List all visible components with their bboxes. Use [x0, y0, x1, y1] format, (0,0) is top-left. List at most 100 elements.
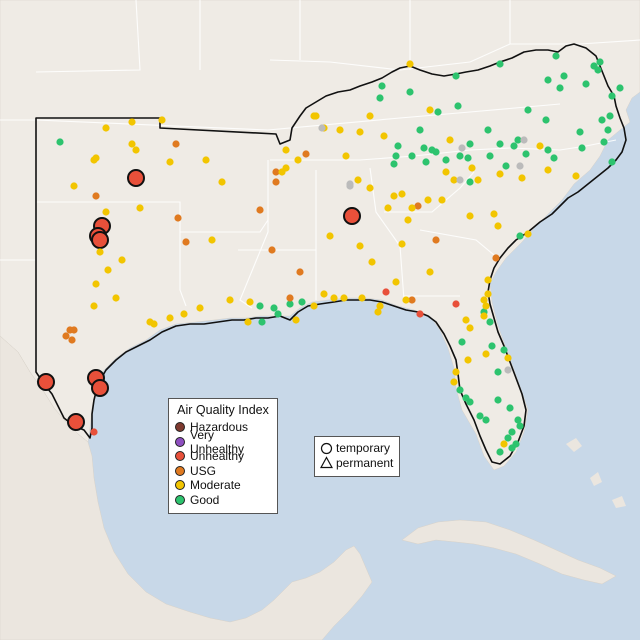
monitor-marker[interactable] [454, 102, 462, 110]
monitor-marker[interactable] [542, 116, 550, 124]
monitor-marker[interactable] [174, 214, 182, 222]
monitor-marker[interactable] [208, 236, 216, 244]
monitor-marker[interactable] [112, 294, 120, 302]
monitor-marker[interactable] [416, 310, 424, 318]
monitor-marker[interactable] [516, 232, 524, 240]
monitor-marker[interactable] [256, 206, 264, 214]
monitor-marker[interactable] [616, 84, 624, 92]
monitor-marker[interactable] [496, 448, 504, 456]
monitor-marker[interactable] [342, 152, 350, 160]
monitor-marker[interactable] [90, 428, 98, 436]
monitor-marker[interactable] [508, 444, 516, 452]
monitor-marker-large[interactable] [91, 379, 109, 397]
monitor-marker[interactable] [90, 302, 98, 310]
monitor-marker[interactable] [452, 72, 460, 80]
monitor-marker[interactable] [166, 314, 174, 322]
monitor-marker[interactable] [468, 164, 476, 172]
monitor-marker[interactable] [504, 354, 512, 362]
monitor-marker[interactable] [464, 356, 472, 364]
monitor-marker-large[interactable] [343, 207, 361, 225]
monitor-marker[interactable] [102, 124, 110, 132]
monitor-marker-large[interactable] [37, 373, 55, 391]
monitor-marker[interactable] [270, 304, 278, 312]
monitor-marker[interactable] [128, 140, 136, 148]
monitor-marker[interactable] [118, 256, 126, 264]
monitor-marker[interactable] [378, 82, 386, 90]
monitor-marker[interactable] [218, 178, 226, 186]
monitor-marker[interactable] [398, 190, 406, 198]
monitor-marker[interactable] [582, 80, 590, 88]
monitor-marker[interactable] [384, 204, 392, 212]
monitor-marker[interactable] [544, 76, 552, 84]
monitor-marker[interactable] [550, 154, 558, 162]
monitor-marker[interactable] [150, 320, 158, 328]
monitor-marker[interactable] [490, 210, 498, 218]
monitor-marker[interactable] [302, 150, 310, 158]
monitor-marker[interactable] [516, 422, 524, 430]
monitor-marker[interactable] [426, 268, 434, 276]
monitor-marker[interactable] [294, 156, 302, 164]
monitor-marker[interactable] [572, 172, 580, 180]
monitor-marker[interactable] [508, 428, 516, 436]
monitor-marker[interactable] [398, 240, 406, 248]
monitor-marker[interactable] [496, 60, 504, 68]
monitor-marker[interactable] [62, 332, 70, 340]
monitor-marker[interactable] [358, 294, 366, 302]
monitor-marker[interactable] [608, 158, 616, 166]
monitor-marker[interactable] [356, 242, 364, 250]
monitor-marker[interactable] [524, 106, 532, 114]
monitor-marker[interactable] [484, 276, 492, 284]
monitor-marker[interactable] [390, 192, 398, 200]
monitor-marker[interactable] [578, 144, 586, 152]
monitor-marker[interactable] [406, 88, 414, 96]
monitor-marker[interactable] [340, 294, 348, 302]
monitor-marker[interactable] [180, 310, 188, 318]
monitor-marker[interactable] [366, 112, 374, 120]
monitor-marker[interactable] [484, 290, 492, 298]
monitor-marker[interactable] [56, 138, 64, 146]
monitor-marker[interactable] [70, 182, 78, 190]
monitor-marker[interactable] [482, 416, 490, 424]
monitor-marker[interactable] [356, 128, 364, 136]
monitor-marker[interactable] [504, 434, 512, 442]
monitor-marker[interactable] [256, 302, 264, 310]
monitor-marker[interactable] [258, 318, 266, 326]
monitor-marker[interactable] [500, 346, 508, 354]
monitor-marker[interactable] [486, 152, 494, 160]
monitor-marker[interactable] [522, 150, 530, 158]
monitor-marker[interactable] [414, 202, 422, 210]
monitor-marker[interactable] [544, 166, 552, 174]
monitor-marker[interactable] [286, 300, 294, 308]
monitor-marker[interactable] [466, 140, 474, 148]
monitor-marker[interactable] [458, 144, 466, 152]
monitor-marker[interactable] [92, 192, 100, 200]
monitor-marker[interactable] [424, 196, 432, 204]
monitor-marker[interactable] [466, 178, 474, 186]
monitor-marker[interactable] [318, 124, 326, 132]
monitor-marker[interactable] [432, 236, 440, 244]
monitor-marker[interactable] [244, 318, 252, 326]
monitor-marker[interactable] [492, 254, 500, 262]
monitor-marker[interactable] [172, 140, 180, 148]
monitor-marker[interactable] [70, 326, 78, 334]
monitor-marker[interactable] [104, 266, 112, 274]
monitor-marker[interactable] [466, 398, 474, 406]
monitor-marker[interactable] [520, 136, 528, 144]
monitor-marker[interactable] [462, 316, 470, 324]
monitor-marker[interactable] [354, 176, 362, 184]
monitor-marker[interactable] [604, 126, 612, 134]
monitor-marker[interactable] [272, 168, 280, 176]
monitor-marker[interactable] [298, 298, 306, 306]
monitor-marker[interactable] [608, 92, 616, 100]
monitor-marker[interactable] [392, 152, 400, 160]
monitor-marker[interactable] [446, 136, 454, 144]
monitor-marker[interactable] [246, 298, 254, 306]
monitor-marker[interactable] [494, 222, 502, 230]
monitor-marker[interactable] [226, 296, 234, 304]
monitor-marker[interactable] [274, 310, 282, 318]
monitor-marker[interactable] [502, 162, 510, 170]
monitor-marker[interactable] [556, 84, 564, 92]
monitor-marker-large[interactable] [91, 231, 109, 249]
monitor-marker[interactable] [456, 176, 464, 184]
